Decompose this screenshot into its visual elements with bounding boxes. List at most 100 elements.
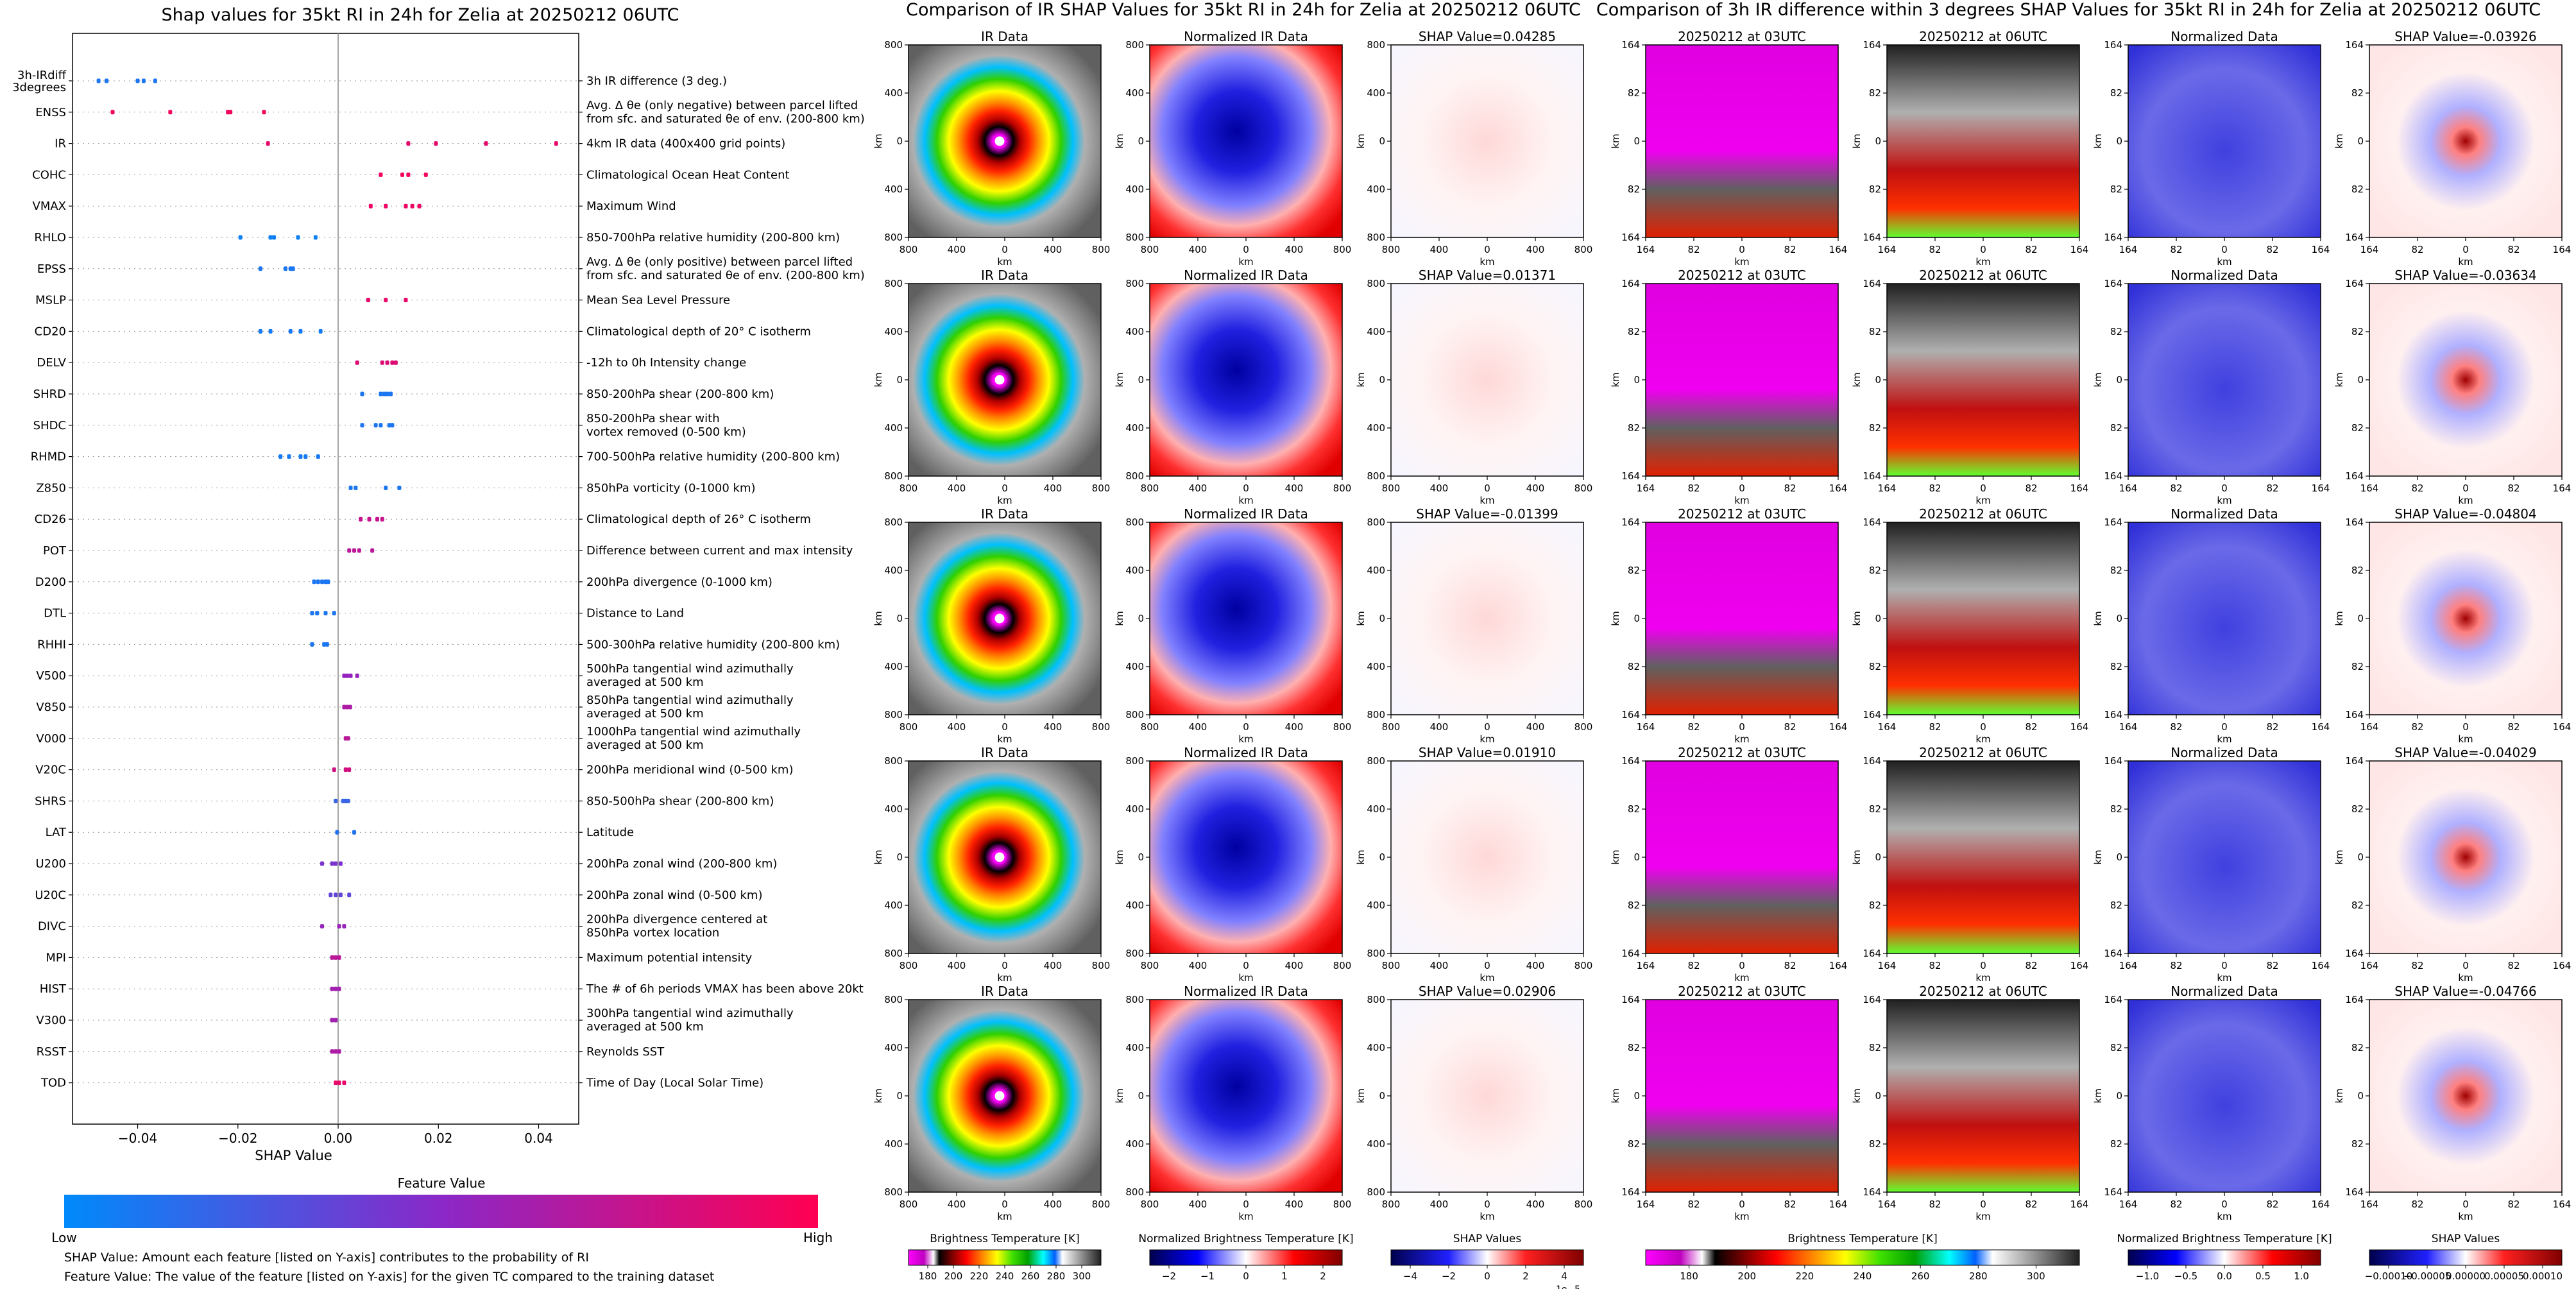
- xtick-label: 0: [1002, 1199, 1008, 1210]
- ir-diff-panel: [2369, 284, 2562, 476]
- feature-description-label: vortex removed (0-500 km): [586, 425, 746, 439]
- ytick-label: 164: [1621, 755, 1640, 767]
- shap-point: [423, 172, 428, 177]
- feature-colorbar-title: Feature Value: [398, 1175, 486, 1191]
- map-panels: IR Data80080040040000400400800800kmkmNor…: [873, 29, 2571, 1289]
- shap-point: [316, 454, 320, 459]
- ytick-label: 800: [1125, 516, 1144, 528]
- right-figure-title: Comparison of 3h IR difference within 3 …: [1596, 0, 2541, 20]
- y-axis-label: km: [1355, 611, 1367, 626]
- shap-point: [320, 861, 325, 866]
- shap-point: [352, 548, 357, 553]
- ytick-label: 800: [1125, 470, 1144, 482]
- feature-description-label: 200hPa divergence (0-1000 km): [586, 576, 772, 589]
- colorbar-tick-label: −4: [1403, 1270, 1417, 1282]
- xtick-label: 164: [2070, 721, 2089, 733]
- feature-code-label: HIST: [40, 982, 67, 996]
- feature-code-label: Z850: [36, 481, 66, 495]
- xtick-label: 0: [1980, 244, 1986, 255]
- panel-title: Normalized IR Data: [1184, 268, 1308, 283]
- xtick-label: 0: [2462, 482, 2469, 494]
- xtick-label: 0.00: [324, 1131, 353, 1146]
- shap-point: [355, 360, 359, 365]
- y-axis-label: km: [1114, 849, 1125, 864]
- ytick-label: 800: [1367, 755, 1385, 767]
- ytick-label: 82: [2110, 803, 2122, 815]
- ytick-label: 0: [2116, 851, 2122, 863]
- feature-description-label: 200hPa zonal wind (0-500 km): [586, 889, 763, 902]
- colorbar-tick-label: −0.00010: [2365, 1270, 2413, 1282]
- ytick-label: 82: [2351, 803, 2364, 815]
- xtick-label: 164: [1829, 1199, 1848, 1210]
- xtick-label: 82: [2025, 721, 2037, 733]
- ytick-label: 400: [884, 565, 903, 576]
- ir-diff-panel: [2128, 761, 2321, 953]
- shap-point: [348, 485, 353, 490]
- shap-point: [268, 329, 273, 334]
- xtick-label: 82: [1929, 721, 1941, 733]
- shap-point: [320, 579, 325, 585]
- y-axis-label: km: [1355, 1088, 1367, 1103]
- panel-title: Normalized IR Data: [1184, 984, 1308, 999]
- ytick-label: 400: [1125, 1138, 1144, 1150]
- feature-description-label: 4km IR data (400x400 grid points): [586, 137, 785, 151]
- xtick-label: 0: [1739, 960, 1745, 971]
- xtick-label: 164: [2070, 482, 2089, 494]
- feature-description-label: averaged at 500 km: [586, 676, 704, 689]
- xtick-label: 0: [1980, 721, 1986, 733]
- shap-point: [484, 141, 488, 146]
- feature-description-label: Maximum Wind: [586, 200, 676, 213]
- feature-description-label: Mean Sea Level Pressure: [586, 294, 730, 307]
- xtick-label: 164: [2553, 244, 2572, 255]
- xtick-label: 0: [1484, 721, 1490, 733]
- ytick-label: 400: [1367, 87, 1385, 99]
- shap-point: [288, 329, 293, 334]
- xtick-label: 0: [1243, 244, 1249, 255]
- ytick-label: 164: [2345, 470, 2364, 482]
- ytick-label: 0: [1379, 613, 1385, 624]
- ytick-label: 800: [884, 994, 903, 1005]
- ytick-label: 0: [1138, 374, 1144, 386]
- panel-title: Normalized Data: [2171, 984, 2278, 999]
- panel-title: SHAP Value=-0.03926: [2394, 29, 2536, 44]
- ir-diff-panel: [1887, 45, 2079, 237]
- panel-title: SHAP Value=0.04285: [1419, 29, 1556, 44]
- ytick-label: 82: [1869, 900, 1881, 911]
- shap-point: [404, 298, 408, 303]
- y-axis-label: km: [2333, 133, 2345, 148]
- y-axis-label: km: [1355, 133, 1367, 148]
- ytick-label: 800: [1367, 1186, 1385, 1198]
- xtick-label: 400: [1285, 244, 1304, 255]
- panel-title: Normalized IR Data: [1184, 506, 1308, 522]
- colorbar-tick-label: 0: [1243, 1270, 1249, 1282]
- feature-description-label: 200hPa meridional wind (0-500 km): [586, 764, 793, 777]
- x-axis-label: km: [1975, 972, 1990, 984]
- colorbar-tick-label: 280: [1047, 1270, 1066, 1282]
- storm-eye-marker: [993, 850, 1007, 864]
- ytick-label: 800: [1125, 755, 1144, 767]
- ytick-label: 82: [1869, 184, 1881, 195]
- ir-colorbar: [908, 1249, 1102, 1266]
- shap-point: [380, 516, 384, 522]
- shap-point: [105, 78, 109, 83]
- feature-code-label: V300: [36, 1014, 66, 1027]
- feature-description-label: 850hPa vortex location: [586, 926, 719, 940]
- x-axis-label: km: [2217, 495, 2231, 506]
- xtick-label: 164: [1637, 482, 1655, 494]
- ytick-label: 400: [1125, 1042, 1144, 1054]
- ytick-label: 0: [2116, 1090, 2122, 1102]
- x-axis-label: km: [1480, 495, 1494, 506]
- x-axis-label: km: [2458, 256, 2473, 268]
- feature-code-label: RHHI: [37, 638, 66, 651]
- ytick-label: 400: [884, 326, 903, 337]
- xtick-label: 82: [2025, 1199, 2037, 1210]
- shap-point: [385, 360, 389, 365]
- feature-description-label: The # of 6h periods VMAX has been above …: [586, 982, 864, 996]
- y-axis-label: km: [1851, 133, 1863, 148]
- plot-frame: [72, 33, 579, 1125]
- xtick-label: 800: [900, 1199, 918, 1210]
- ir-diff-panel: [1646, 284, 1838, 476]
- ir-diff-panel: [1646, 45, 1838, 237]
- xtick-label: 0: [1002, 244, 1008, 255]
- feature-code-label: MPI: [46, 951, 66, 964]
